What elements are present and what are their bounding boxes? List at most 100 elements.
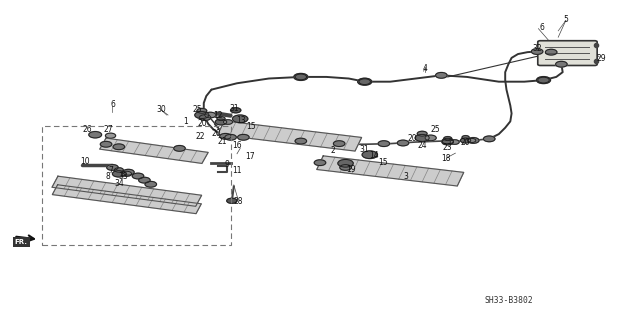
Circle shape (461, 138, 470, 143)
Text: 31: 31 (230, 104, 239, 113)
Polygon shape (100, 138, 208, 163)
Circle shape (139, 177, 150, 183)
Text: 20: 20 (198, 119, 207, 129)
Circle shape (415, 134, 429, 141)
Text: 26: 26 (82, 125, 92, 134)
Circle shape (468, 138, 476, 143)
Circle shape (115, 168, 124, 172)
Text: 22: 22 (195, 132, 205, 141)
Text: 12: 12 (213, 111, 223, 120)
Text: 20: 20 (408, 134, 417, 143)
Circle shape (132, 173, 144, 179)
Circle shape (113, 144, 125, 150)
Text: 3: 3 (404, 172, 409, 181)
Circle shape (232, 115, 248, 123)
Circle shape (106, 133, 116, 138)
Text: 6: 6 (540, 23, 545, 32)
Circle shape (358, 78, 372, 85)
Text: 14: 14 (369, 151, 378, 160)
Text: 7: 7 (108, 166, 113, 175)
Circle shape (123, 169, 134, 175)
Text: 2: 2 (330, 146, 335, 155)
Circle shape (205, 112, 216, 118)
Text: 24: 24 (417, 141, 427, 150)
Text: 11: 11 (232, 166, 242, 175)
Text: 15: 15 (378, 158, 387, 167)
FancyBboxPatch shape (538, 41, 597, 65)
Text: 29: 29 (596, 54, 606, 63)
Text: 18: 18 (442, 154, 451, 163)
Text: 20: 20 (461, 137, 470, 146)
Text: 15: 15 (246, 122, 256, 131)
Circle shape (483, 136, 495, 142)
Circle shape (199, 115, 211, 121)
Circle shape (230, 108, 241, 113)
Text: 25: 25 (193, 105, 202, 114)
Circle shape (294, 73, 308, 80)
Circle shape (173, 145, 185, 151)
Polygon shape (52, 185, 202, 214)
Circle shape (442, 138, 454, 144)
Text: 9: 9 (225, 160, 230, 169)
Circle shape (100, 141, 112, 147)
Circle shape (107, 165, 118, 170)
Circle shape (444, 137, 452, 141)
Circle shape (197, 108, 207, 113)
Text: 27: 27 (103, 125, 113, 134)
Circle shape (467, 137, 479, 143)
Circle shape (359, 79, 371, 85)
Circle shape (295, 74, 307, 80)
Text: 32: 32 (532, 44, 542, 54)
Text: 28: 28 (234, 197, 243, 206)
Circle shape (436, 72, 447, 78)
Text: 6: 6 (110, 100, 115, 109)
Circle shape (314, 160, 326, 166)
Circle shape (225, 134, 236, 140)
Polygon shape (317, 156, 464, 186)
Circle shape (338, 160, 353, 167)
Circle shape (113, 171, 125, 177)
Circle shape (397, 140, 409, 146)
Text: 19: 19 (346, 165, 355, 174)
Circle shape (417, 131, 427, 136)
Text: SH33-B3802: SH33-B3802 (484, 296, 532, 305)
Circle shape (237, 134, 249, 140)
Circle shape (89, 131, 102, 138)
Circle shape (538, 77, 549, 83)
Text: 31: 31 (360, 145, 369, 154)
Circle shape (531, 49, 543, 54)
Bar (42, 126, 230, 245)
Text: 23: 23 (443, 143, 452, 152)
Text: 20: 20 (212, 129, 221, 137)
Text: 10: 10 (80, 157, 90, 166)
Circle shape (462, 136, 469, 139)
Text: 34: 34 (114, 179, 124, 188)
Circle shape (442, 139, 454, 145)
Circle shape (340, 165, 351, 170)
Circle shape (227, 198, 237, 203)
Text: 5: 5 (563, 15, 568, 24)
Circle shape (425, 135, 436, 141)
Circle shape (195, 112, 209, 119)
Circle shape (556, 61, 567, 67)
Text: 17: 17 (245, 152, 255, 161)
Circle shape (215, 119, 227, 125)
Text: 16: 16 (232, 141, 242, 150)
Text: 13: 13 (236, 116, 246, 125)
Circle shape (145, 182, 157, 187)
Circle shape (378, 141, 390, 146)
Text: 8: 8 (106, 173, 110, 182)
Text: 21: 21 (218, 137, 227, 145)
Circle shape (223, 120, 232, 124)
Circle shape (362, 151, 378, 159)
Circle shape (122, 171, 132, 176)
Circle shape (217, 116, 225, 121)
Circle shape (450, 140, 460, 144)
Circle shape (220, 133, 231, 139)
Text: 30: 30 (157, 105, 166, 114)
Text: 1: 1 (184, 117, 188, 126)
Text: FR.: FR. (15, 239, 28, 245)
Text: 4: 4 (423, 64, 428, 73)
Polygon shape (218, 121, 362, 151)
Circle shape (295, 138, 307, 144)
